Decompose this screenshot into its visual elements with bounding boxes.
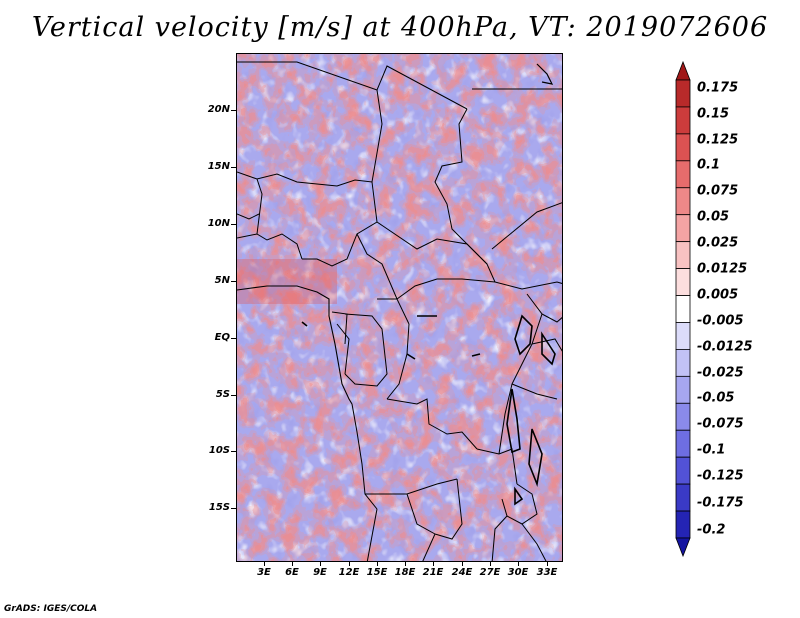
lon-tick bbox=[349, 562, 350, 566]
lat-label-5s: 5S bbox=[215, 389, 230, 400]
cb-label-16: -0.175 bbox=[697, 495, 744, 511]
lat-label-10n: 10N bbox=[207, 218, 230, 229]
lat-label-15n: 15N bbox=[207, 161, 230, 172]
colorbar-swatch bbox=[675, 241, 691, 269]
colorbar-swatch bbox=[675, 133, 691, 162]
lat-tick bbox=[231, 167, 236, 168]
colorbar-swatch bbox=[675, 537, 691, 558]
grads-credit: GrADS: IGES/COLA bbox=[4, 604, 98, 614]
lon-tick bbox=[377, 562, 378, 566]
lat-label-eq: EQ bbox=[214, 332, 230, 343]
cb-label-10: -0.0125 bbox=[697, 339, 753, 355]
lon-label-27e: 27E bbox=[479, 567, 501, 578]
map-title: Vertical velocity [m/s] at 400hPa, VT: 2… bbox=[31, 12, 769, 43]
colorbar-swatch bbox=[675, 429, 691, 458]
cb-label-2: 0.125 bbox=[697, 132, 739, 148]
cb-label-5: 0.05 bbox=[697, 209, 730, 225]
country-borders bbox=[237, 61, 562, 561]
cb-label-15: -0.125 bbox=[697, 468, 744, 484]
lon-tick bbox=[518, 562, 519, 566]
cb-label-12: -0.05 bbox=[697, 390, 735, 406]
colorbar-swatch bbox=[675, 160, 691, 189]
lake-outlines bbox=[301, 314, 556, 506]
cb-label-13: -0.075 bbox=[697, 416, 744, 432]
colorbar-swatch bbox=[675, 510, 691, 539]
colorbar-swatch bbox=[675, 349, 691, 377]
lon-label-6e: 6E bbox=[285, 567, 299, 578]
lat-label-10s: 10S bbox=[208, 445, 230, 456]
lat-tick bbox=[231, 110, 236, 111]
lon-label-30e: 30E bbox=[507, 567, 529, 578]
cb-label-7: 0.0125 bbox=[697, 261, 748, 277]
lon-tick bbox=[292, 562, 293, 566]
colorbar-swatch bbox=[675, 295, 691, 323]
colorbar-swatch bbox=[675, 375, 691, 404]
lon-label-12e: 12E bbox=[338, 567, 360, 578]
lat-tick bbox=[231, 395, 236, 396]
colorbar-swatch bbox=[675, 483, 691, 512]
colorbar-swatch bbox=[675, 106, 691, 135]
cb-label-9: -0.005 bbox=[697, 313, 744, 329]
lat-tick bbox=[231, 338, 236, 339]
lat-label-5n: 5N bbox=[214, 275, 230, 286]
cb-label-6: 0.025 bbox=[697, 235, 739, 251]
velocity-map[interactable] bbox=[236, 53, 563, 562]
lat-tick bbox=[231, 224, 236, 225]
colorbar-swatches bbox=[675, 60, 691, 558]
colorbar-swatch bbox=[675, 322, 691, 350]
lon-label-33e: 33E bbox=[536, 567, 558, 578]
cb-label-8: 0.005 bbox=[697, 287, 739, 303]
cb-label-17: -0.2 bbox=[697, 522, 726, 538]
lon-tick bbox=[462, 562, 463, 566]
colorbar-swatch bbox=[675, 60, 691, 81]
lon-tick bbox=[405, 562, 406, 566]
lon-tick bbox=[433, 562, 434, 566]
colorbar-swatch bbox=[675, 402, 691, 431]
lon-label-24e: 24E bbox=[451, 567, 473, 578]
lon-tick bbox=[264, 562, 265, 566]
velocity-field bbox=[237, 54, 562, 561]
cb-label-0: 0.175 bbox=[697, 80, 739, 96]
cb-label-1: 0.15 bbox=[697, 106, 730, 122]
colorbar-swatch bbox=[675, 268, 691, 296]
lon-label-21e: 21E bbox=[422, 567, 444, 578]
field-ascent bbox=[237, 54, 562, 561]
lat-tick bbox=[231, 508, 236, 509]
lat-tick bbox=[231, 281, 236, 282]
convection-band bbox=[237, 259, 337, 304]
lon-tick bbox=[320, 562, 321, 566]
lat-label-15s: 15S bbox=[208, 502, 230, 513]
cb-label-14: -0.1 bbox=[697, 442, 726, 458]
lon-label-3e: 3E bbox=[257, 567, 271, 578]
lon-label-9e: 9E bbox=[313, 567, 327, 578]
colorbar-swatch bbox=[675, 214, 691, 243]
colorbar-swatch bbox=[675, 456, 691, 485]
lon-label-15e: 15E bbox=[366, 567, 388, 578]
colorbar bbox=[675, 60, 691, 558]
cb-label-3: 0.1 bbox=[697, 157, 721, 173]
colorbar-swatch bbox=[675, 187, 691, 216]
lat-label-20n: 20N bbox=[207, 104, 230, 115]
lon-label-18e: 18E bbox=[394, 567, 416, 578]
red-sea-coast bbox=[536, 63, 554, 85]
cb-label-11: -0.025 bbox=[697, 365, 744, 381]
lon-tick bbox=[490, 562, 491, 566]
coastline bbox=[237, 285, 353, 405]
lon-tick bbox=[547, 562, 548, 566]
colorbar-swatch bbox=[675, 79, 691, 108]
lat-tick bbox=[231, 451, 236, 452]
cb-label-4: 0.075 bbox=[697, 183, 739, 199]
